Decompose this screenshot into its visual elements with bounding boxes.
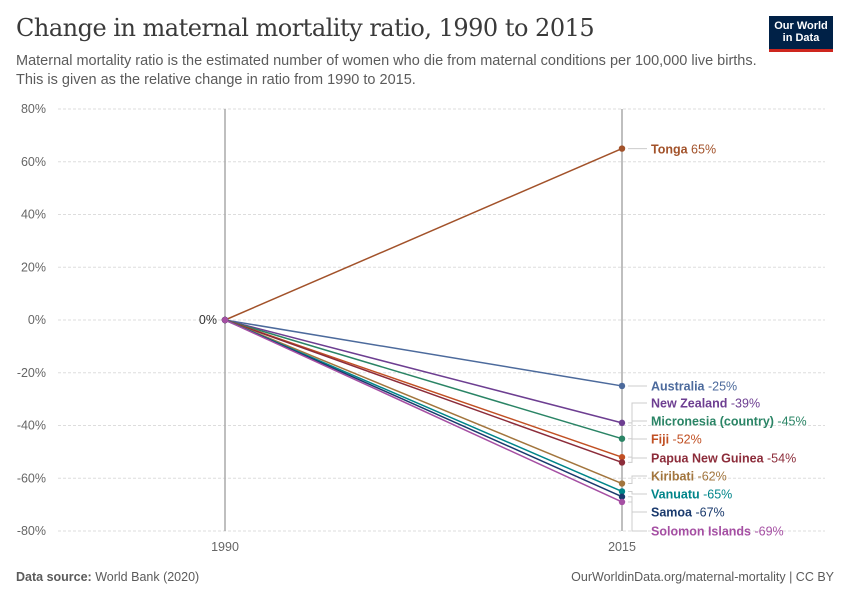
series-line	[224, 319, 623, 493]
chart-title: Change in maternal mortality ratio, 1990…	[16, 14, 595, 42]
y-tick-label: -60%	[17, 471, 46, 485]
y-tick-label: -40%	[17, 419, 46, 433]
series-name: Samoa	[651, 506, 693, 520]
series-name: Kiribati	[651, 470, 694, 484]
series-label: Papua New Guinea -54%	[651, 452, 796, 466]
y-tick-label: 0%	[28, 313, 46, 327]
end-point	[618, 419, 626, 427]
end-point	[618, 488, 626, 495]
series-line	[224, 319, 623, 464]
series-label: Australia -25%	[651, 380, 737, 394]
series-value: -45%	[774, 415, 807, 429]
y-tick-label: -20%	[17, 366, 46, 380]
series-value: -52%	[669, 433, 702, 447]
series-value: -67%	[692, 506, 725, 520]
leader-line	[628, 501, 647, 532]
series-label: Kiribati -62%	[651, 470, 727, 484]
source-value[interactable]: World Bank (2020)	[95, 570, 200, 584]
series-label: Fiji -52%	[651, 433, 702, 447]
leader-line	[628, 402, 647, 424]
end-point	[618, 493, 626, 500]
series-name: Vanuatu	[651, 488, 700, 502]
series-value: 65%	[688, 143, 717, 157]
series-line	[224, 319, 623, 498]
series-label: Vanuatu -65%	[651, 488, 732, 502]
leader-line	[628, 496, 647, 513]
series-line	[224, 319, 623, 503]
series-line	[224, 319, 623, 485]
series-line	[224, 147, 623, 321]
series-name: Papua New Guinea	[651, 452, 765, 466]
y-tick-label: 20%	[21, 260, 46, 274]
y-tick-label: 80%	[21, 102, 46, 116]
series-label: Solomon Islands -69%	[651, 525, 784, 539]
series-label: Tonga 65%	[651, 143, 716, 157]
end-point	[618, 145, 626, 152]
series-value: -25%	[705, 380, 738, 394]
series-line	[224, 319, 623, 458]
end-point	[618, 453, 626, 461]
end-point	[618, 435, 626, 442]
chart-subtitle: Maternal mortality ratio is the estimate…	[16, 53, 757, 88]
x-tick-label: 2015	[608, 540, 636, 554]
series-name: Tonga	[651, 143, 689, 157]
end-point	[618, 480, 626, 487]
y-tick-label: 40%	[21, 208, 46, 222]
end-point	[618, 382, 626, 390]
end-point	[618, 459, 626, 466]
series-name: Fiji	[651, 433, 669, 447]
series-name: New Zealand	[651, 397, 727, 411]
series-value: -62%	[694, 470, 727, 484]
series-line	[224, 319, 623, 387]
leader-line	[628, 475, 647, 485]
leader-line	[628, 420, 647, 440]
leader-line	[628, 438, 647, 458]
series-line	[224, 319, 623, 424]
start-point	[221, 316, 229, 324]
series-value: -39%	[727, 397, 760, 411]
source-label: Data source:	[16, 570, 92, 584]
series-label: Samoa -67%	[651, 506, 725, 520]
x-tick-label: 1990	[211, 540, 239, 554]
start-value-label: 0%	[199, 313, 217, 327]
series-name: Australia	[651, 380, 706, 394]
series-line	[224, 319, 623, 440]
series-label: New Zealand -39%	[651, 397, 760, 411]
leader-line	[628, 457, 647, 463]
series-label: Micronesia (country) -45%	[651, 415, 807, 429]
footer-url[interactable]: OurWorldinData.org/maternal-mortality | …	[571, 570, 834, 584]
end-point	[618, 498, 626, 506]
series-value: -69%	[751, 525, 784, 539]
data-source: Data source: World Bank (2020)	[16, 570, 199, 584]
series-value: -54%	[764, 452, 797, 466]
owid-logo[interactable]: Our World in Data	[769, 16, 833, 52]
y-tick-label: 60%	[21, 155, 46, 169]
leader-line	[628, 490, 647, 495]
series-name: Micronesia (country)	[651, 415, 774, 429]
y-tick-label: -80%	[17, 524, 46, 538]
series-value: -65%	[700, 488, 733, 502]
series-name: Solomon Islands	[651, 525, 751, 539]
